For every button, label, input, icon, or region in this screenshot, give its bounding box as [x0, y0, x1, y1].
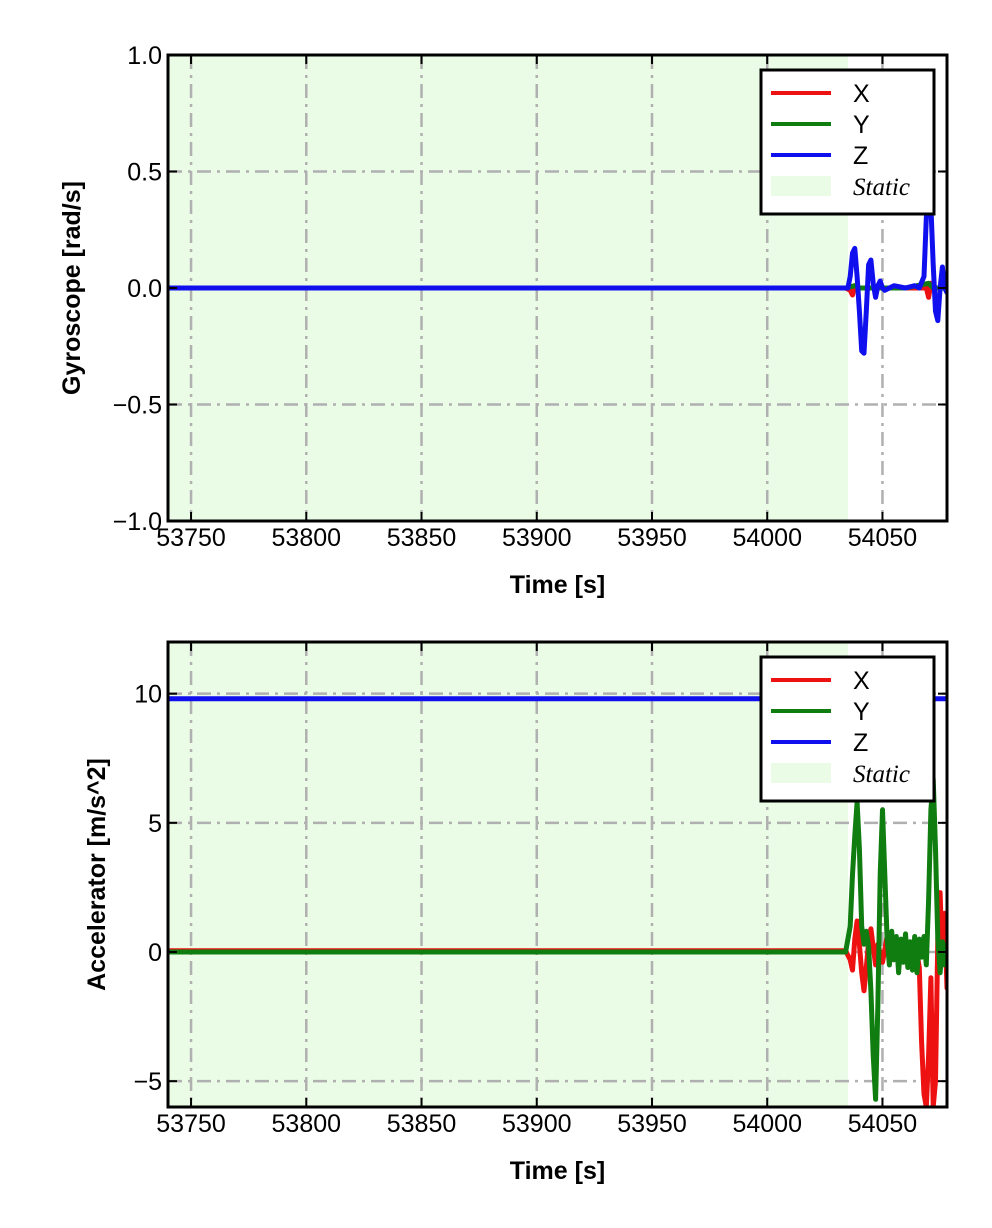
- legend-swatch-static: [771, 176, 831, 196]
- y-tick-label: 0: [148, 939, 162, 967]
- y-tick-label: −1.0: [113, 508, 162, 536]
- axes-frame: [166, 640, 949, 1109]
- y-tick-label: 0.0: [127, 275, 162, 303]
- y-tick-label: −5: [133, 1068, 162, 1096]
- x-tick-label: 53900: [502, 524, 572, 552]
- x-tick-label: 53950: [617, 524, 687, 552]
- x-tick-label: 53750: [156, 524, 226, 552]
- x-axis-label: Time [s]: [510, 1157, 605, 1185]
- x-tick-label: 54000: [732, 1110, 802, 1138]
- x-axis-label: Time [s]: [510, 571, 605, 599]
- x-tick-label: 54000: [732, 524, 802, 552]
- static-region: [168, 642, 848, 1107]
- x-tick-label: 53750: [156, 1110, 226, 1138]
- legend-label-x: X: [853, 80, 870, 108]
- legend-swatch-static: [771, 763, 831, 783]
- x-tick-label: 53800: [272, 524, 342, 552]
- legend-label-x: X: [853, 667, 870, 695]
- series-line-z: [168, 187, 947, 356]
- x-tick-label: 53850: [387, 1110, 457, 1138]
- legend-label-y: Y: [853, 698, 870, 726]
- x-tick-label: 53900: [502, 1110, 572, 1138]
- x-tick-label: 53800: [272, 1110, 342, 1138]
- y-axis-label: Accelerator [m/s^2]: [83, 758, 111, 991]
- legend-label-z: Z: [853, 729, 868, 757]
- x-tick-label: 53950: [617, 1110, 687, 1138]
- y-tick-label: 1.0: [127, 42, 162, 70]
- legend: XYZ Static: [759, 655, 936, 803]
- legend-label-y: Y: [853, 111, 870, 139]
- legend-label-static: Static: [853, 174, 910, 201]
- subplot-1: 53750 53800 53850 53900 53950 54000 54050 −1.0 −…: [58, 42, 949, 599]
- legend: XYZ Static: [759, 68, 936, 216]
- y-tick-label: 0.5: [127, 159, 162, 187]
- series-line-y: [168, 776, 947, 1102]
- y-axis-label: Gyroscope [rad/s]: [58, 181, 86, 395]
- x-tick-label: 54050: [848, 524, 918, 552]
- subplot-2: 53750 53800 53850 53900 53950 54000 54050 −5 0 5 1…: [83, 640, 949, 1185]
- y-tick-label: −0.5: [113, 392, 162, 420]
- legend-label-static: Static: [853, 761, 910, 788]
- y-tick-label: 10: [134, 681, 162, 709]
- x-tick-label: 54050: [848, 1110, 918, 1138]
- y-tick-label: 5: [148, 810, 162, 838]
- x-tick-label: 53850: [387, 524, 457, 552]
- legend-label-z: Z: [853, 142, 868, 170]
